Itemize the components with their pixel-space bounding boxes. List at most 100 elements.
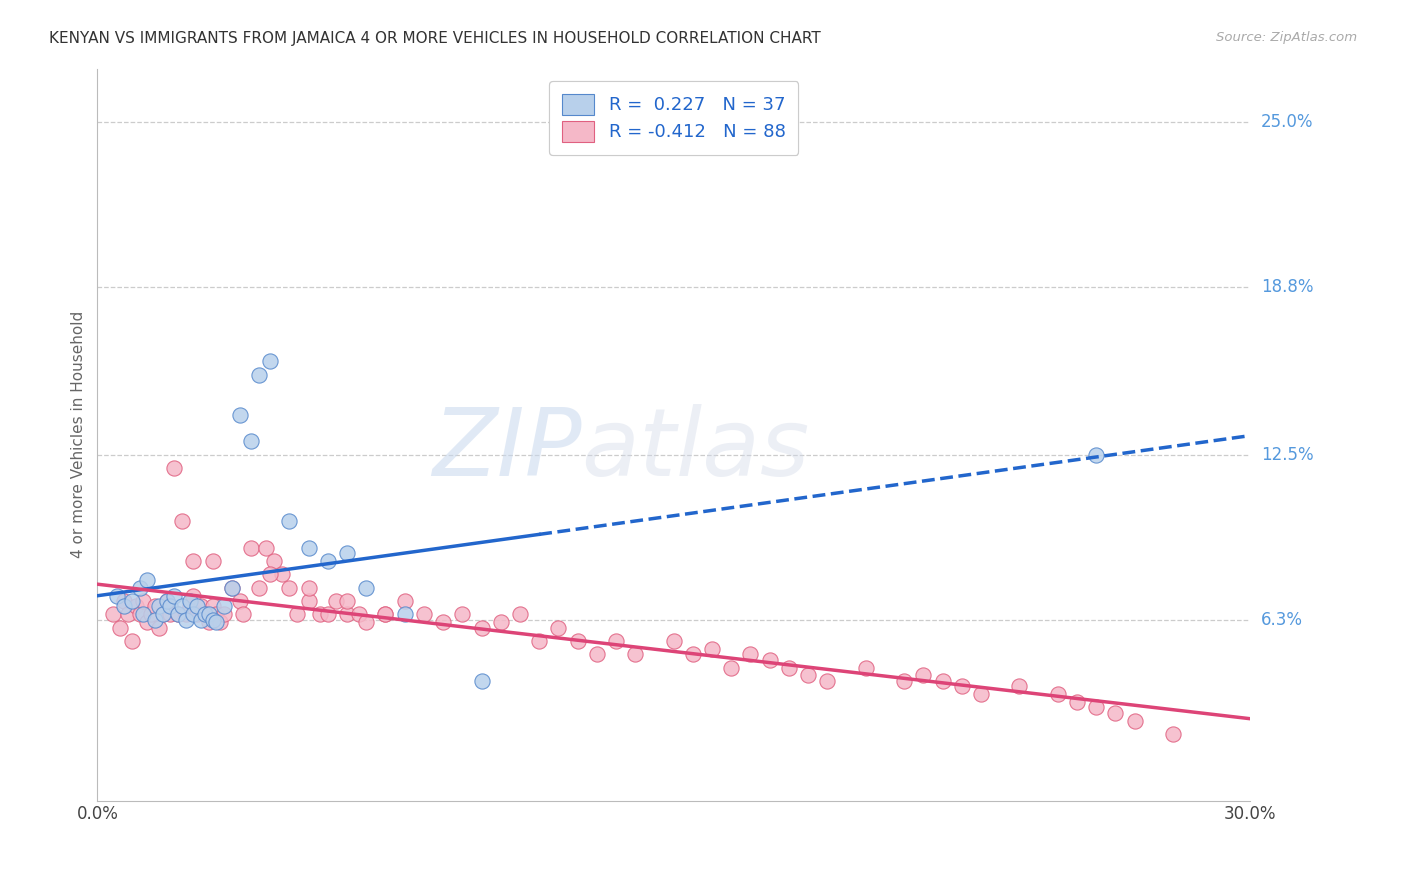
Point <box>101 607 124 622</box>
Point <box>212 599 235 614</box>
Legend: R =  0.227   N = 37, R = -0.412   N = 88: R = 0.227 N = 37, R = -0.412 N = 88 <box>550 81 799 154</box>
Point <box>240 434 263 449</box>
Point <box>815 673 838 688</box>
Point <box>201 599 224 614</box>
Point <box>432 615 454 630</box>
Point <box>778 660 800 674</box>
Point <box>228 408 250 422</box>
Point <box>228 594 250 608</box>
Point <box>148 621 170 635</box>
Point <box>893 673 915 688</box>
Point <box>855 660 877 674</box>
Point <box>527 633 550 648</box>
Point <box>1161 727 1184 741</box>
Point <box>197 607 219 622</box>
Point <box>152 607 174 622</box>
Point <box>155 594 177 608</box>
Text: 6.3%: 6.3% <box>1261 611 1303 629</box>
Point <box>316 554 339 568</box>
Point <box>270 567 292 582</box>
Point <box>298 581 321 595</box>
Point <box>740 647 762 661</box>
Point <box>1085 448 1108 462</box>
Point <box>128 607 150 622</box>
Point <box>125 599 148 614</box>
Point <box>159 607 181 622</box>
Point <box>163 589 186 603</box>
Point <box>201 613 224 627</box>
Point <box>470 673 492 688</box>
Point <box>1085 700 1108 714</box>
Point <box>374 607 396 622</box>
Point <box>259 567 281 582</box>
Point <box>128 581 150 595</box>
Point <box>143 613 166 627</box>
Point <box>121 594 143 608</box>
Point <box>1123 714 1146 728</box>
Point <box>183 607 205 622</box>
Point <box>190 613 212 627</box>
Point <box>309 607 332 622</box>
Point <box>336 546 359 560</box>
Point <box>159 599 181 614</box>
Point <box>132 594 155 608</box>
Text: KENYAN VS IMMIGRANTS FROM JAMAICA 4 OR MORE VEHICLES IN HOUSEHOLD CORRELATION CH: KENYAN VS IMMIGRANTS FROM JAMAICA 4 OR M… <box>49 31 821 46</box>
Point <box>179 599 201 614</box>
Point <box>170 514 193 528</box>
Point <box>259 354 281 368</box>
Point <box>110 621 132 635</box>
Point <box>121 633 143 648</box>
Point <box>190 599 212 614</box>
Point <box>112 599 135 614</box>
Point <box>163 460 186 475</box>
Point <box>139 607 162 622</box>
Point <box>394 594 416 608</box>
Point <box>136 573 159 587</box>
Point <box>451 607 474 622</box>
Point <box>117 607 139 622</box>
Point <box>567 633 589 648</box>
Point <box>254 541 277 555</box>
Text: 25.0%: 25.0% <box>1261 112 1313 131</box>
Point <box>183 554 205 568</box>
Point <box>205 615 228 630</box>
Point <box>194 607 217 622</box>
Point <box>247 368 270 382</box>
Point <box>509 607 531 622</box>
Point <box>232 607 254 622</box>
Text: ZIP: ZIP <box>432 404 582 495</box>
Point <box>174 607 197 622</box>
Point <box>662 633 685 648</box>
Point <box>155 594 177 608</box>
Point <box>950 679 973 693</box>
Point <box>1008 679 1031 693</box>
Point <box>221 581 243 595</box>
Point <box>374 607 396 622</box>
Y-axis label: 4 or more Vehicles in Household: 4 or more Vehicles in Household <box>72 311 86 558</box>
Point <box>356 615 378 630</box>
Point <box>797 668 820 682</box>
Point <box>240 541 263 555</box>
Point <box>132 607 155 622</box>
Text: 18.8%: 18.8% <box>1261 277 1313 296</box>
Text: 12.5%: 12.5% <box>1261 445 1313 464</box>
Point <box>212 607 235 622</box>
Point <box>183 589 205 603</box>
Point <box>316 607 339 622</box>
Point <box>278 514 301 528</box>
Text: Source: ZipAtlas.com: Source: ZipAtlas.com <box>1216 31 1357 45</box>
Point <box>174 613 197 627</box>
Point <box>970 687 993 701</box>
Point <box>1046 687 1069 701</box>
Point <box>470 621 492 635</box>
Point <box>278 581 301 595</box>
Point <box>197 615 219 630</box>
Point <box>325 594 347 608</box>
Point <box>298 594 321 608</box>
Point <box>1104 706 1126 720</box>
Point <box>336 607 359 622</box>
Point <box>179 594 201 608</box>
Point <box>167 607 190 622</box>
Point <box>105 589 128 603</box>
Point <box>152 607 174 622</box>
